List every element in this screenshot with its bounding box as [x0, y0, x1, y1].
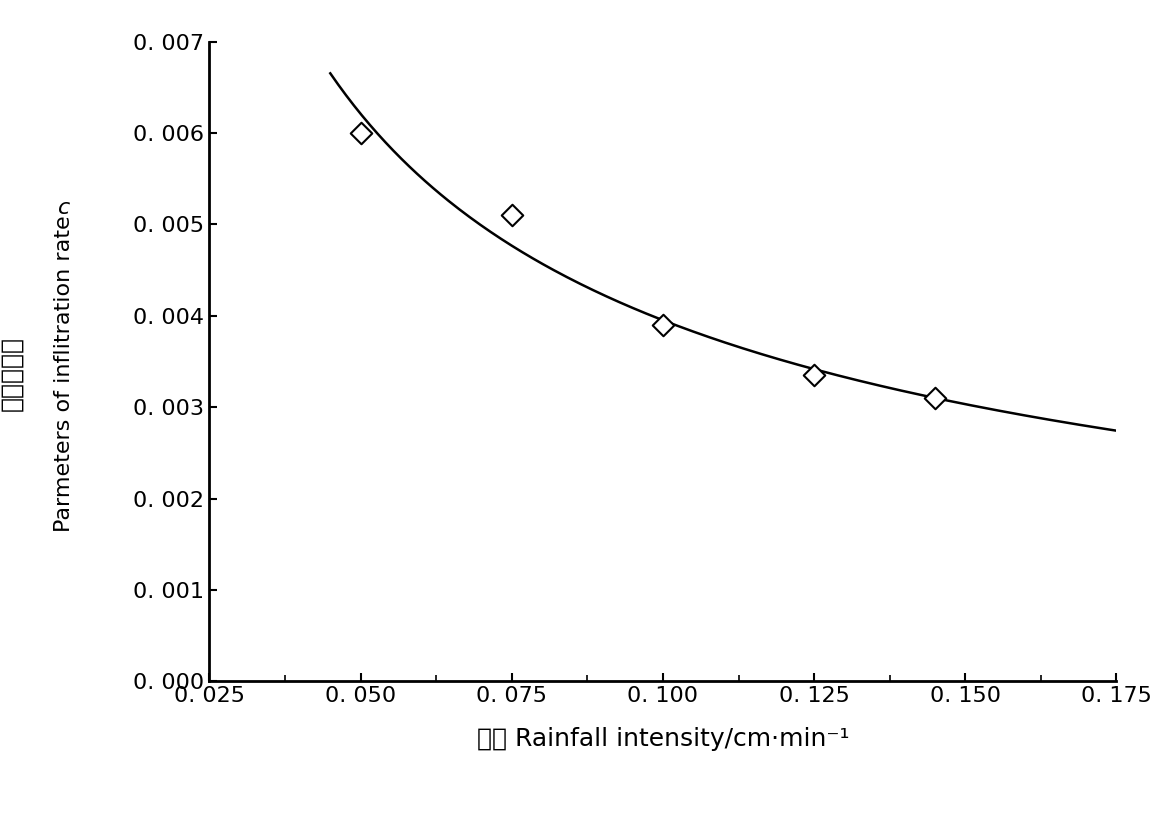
Point — [654, 318, 672, 332]
Point — [502, 209, 521, 222]
X-axis label: 雨强 Rainfall intensity/cm·min⁻¹: 雨强 Rainfall intensity/cm·min⁻¹ — [477, 727, 849, 751]
Text: 入渗率参数: 入渗率参数 — [0, 337, 23, 411]
Point — [805, 369, 823, 382]
Point — [926, 391, 944, 405]
Point — [351, 126, 370, 140]
Text: c: c — [58, 198, 70, 218]
Text: Parmeters of inflitration rate: Parmeters of inflitration rate — [53, 215, 74, 533]
